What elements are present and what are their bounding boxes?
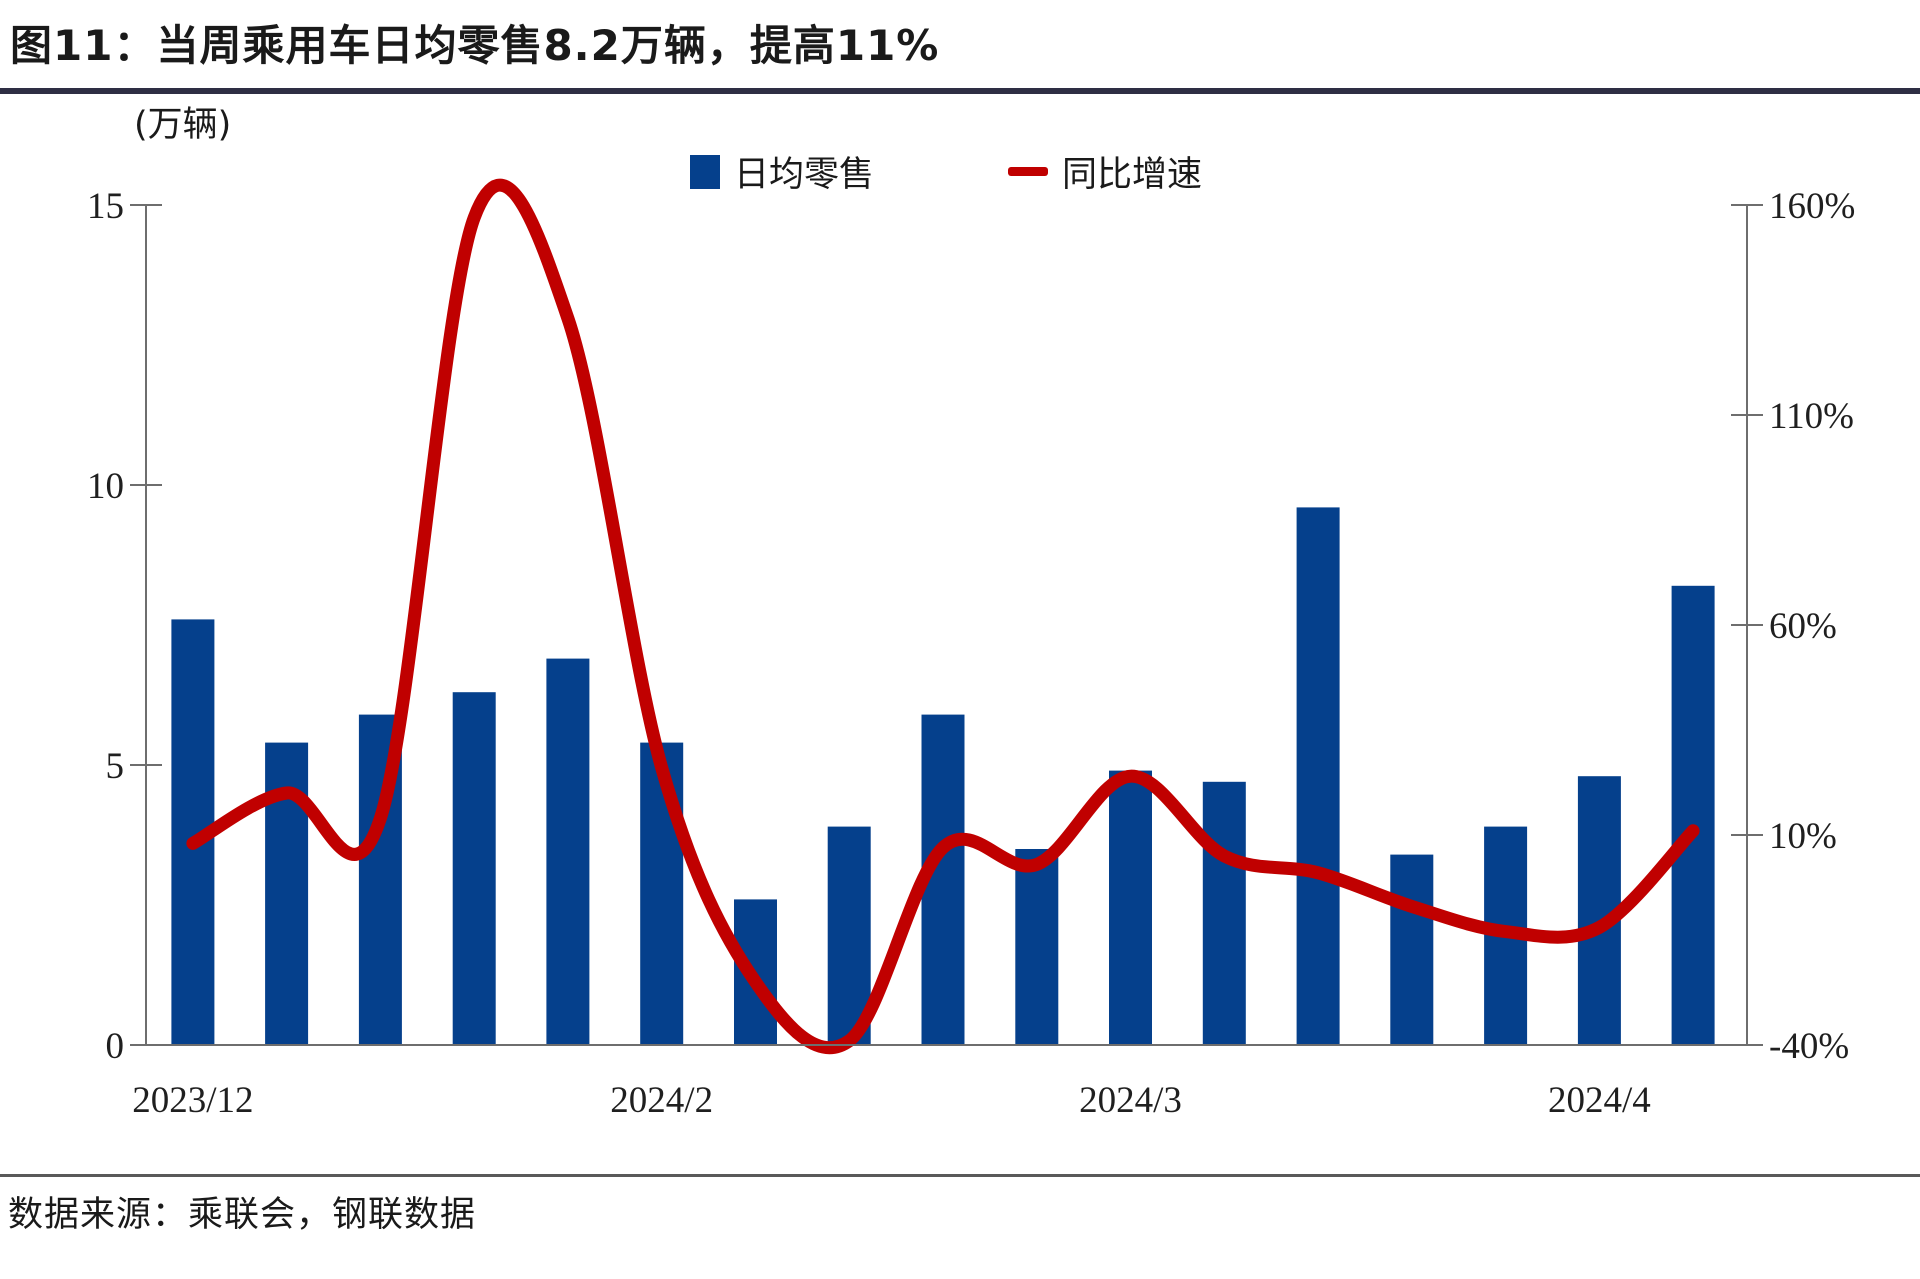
retail-bar xyxy=(1671,585,1715,1045)
right-axis-tick-label: 160% xyxy=(1769,186,1855,227)
retail-bar xyxy=(827,826,871,1045)
right-axis-tick-label: -40% xyxy=(1769,1026,1849,1067)
retail-bar xyxy=(546,658,590,1045)
x-axis-tick-label: 2024/2 xyxy=(610,1080,713,1121)
bar-series-swatch-icon xyxy=(690,154,720,189)
legend-item-daily-retail: 日均零售 xyxy=(690,146,874,197)
title-rule xyxy=(0,88,1920,94)
legend-item-yoy-growth-label: 同比增速 xyxy=(1062,155,1203,195)
legend: 日均零售 同比增速 xyxy=(690,146,1202,197)
left-axis-tick-label: 5 xyxy=(106,746,125,787)
retail-bar xyxy=(1390,854,1434,1045)
x-axis-tick-label: 2024/4 xyxy=(1548,1080,1651,1121)
retail-bar xyxy=(1202,781,1246,1045)
data-source: 数据来源：乘联会，钢联数据 xyxy=(8,1195,477,1235)
right-axis-tick-label: 10% xyxy=(1769,816,1837,857)
right-axis-tick-label: 60% xyxy=(1769,606,1837,647)
yoy-growth-line xyxy=(186,178,1700,1054)
retail-bar xyxy=(1015,849,1059,1045)
right-axis-tick-label: 110% xyxy=(1769,396,1854,437)
left-axis-tick-label: 10 xyxy=(87,466,124,507)
axis-unit-label: (万辆) xyxy=(134,105,232,145)
retail-bar xyxy=(1109,770,1152,1045)
left-axis-tick-label: 0 xyxy=(106,1026,125,1067)
x-axis-tick-label: 2023/12 xyxy=(132,1080,253,1121)
footer-rule xyxy=(0,1174,1920,1177)
legend-item-daily-retail-label: 日均零售 xyxy=(734,155,875,195)
legend-item-yoy-growth: 同比增速 xyxy=(1008,146,1202,197)
left-axis-tick-label: 15 xyxy=(87,186,124,227)
figure-title: 图11：当周乘用车日均零售8.2万辆，提高11% xyxy=(10,21,940,70)
retail-bar xyxy=(640,742,684,1045)
retail-bar xyxy=(1296,507,1340,1045)
x-axis-tick-label: 2024/3 xyxy=(1079,1080,1182,1121)
retail-bar xyxy=(452,692,496,1045)
line-series-dash-icon xyxy=(1008,167,1049,176)
